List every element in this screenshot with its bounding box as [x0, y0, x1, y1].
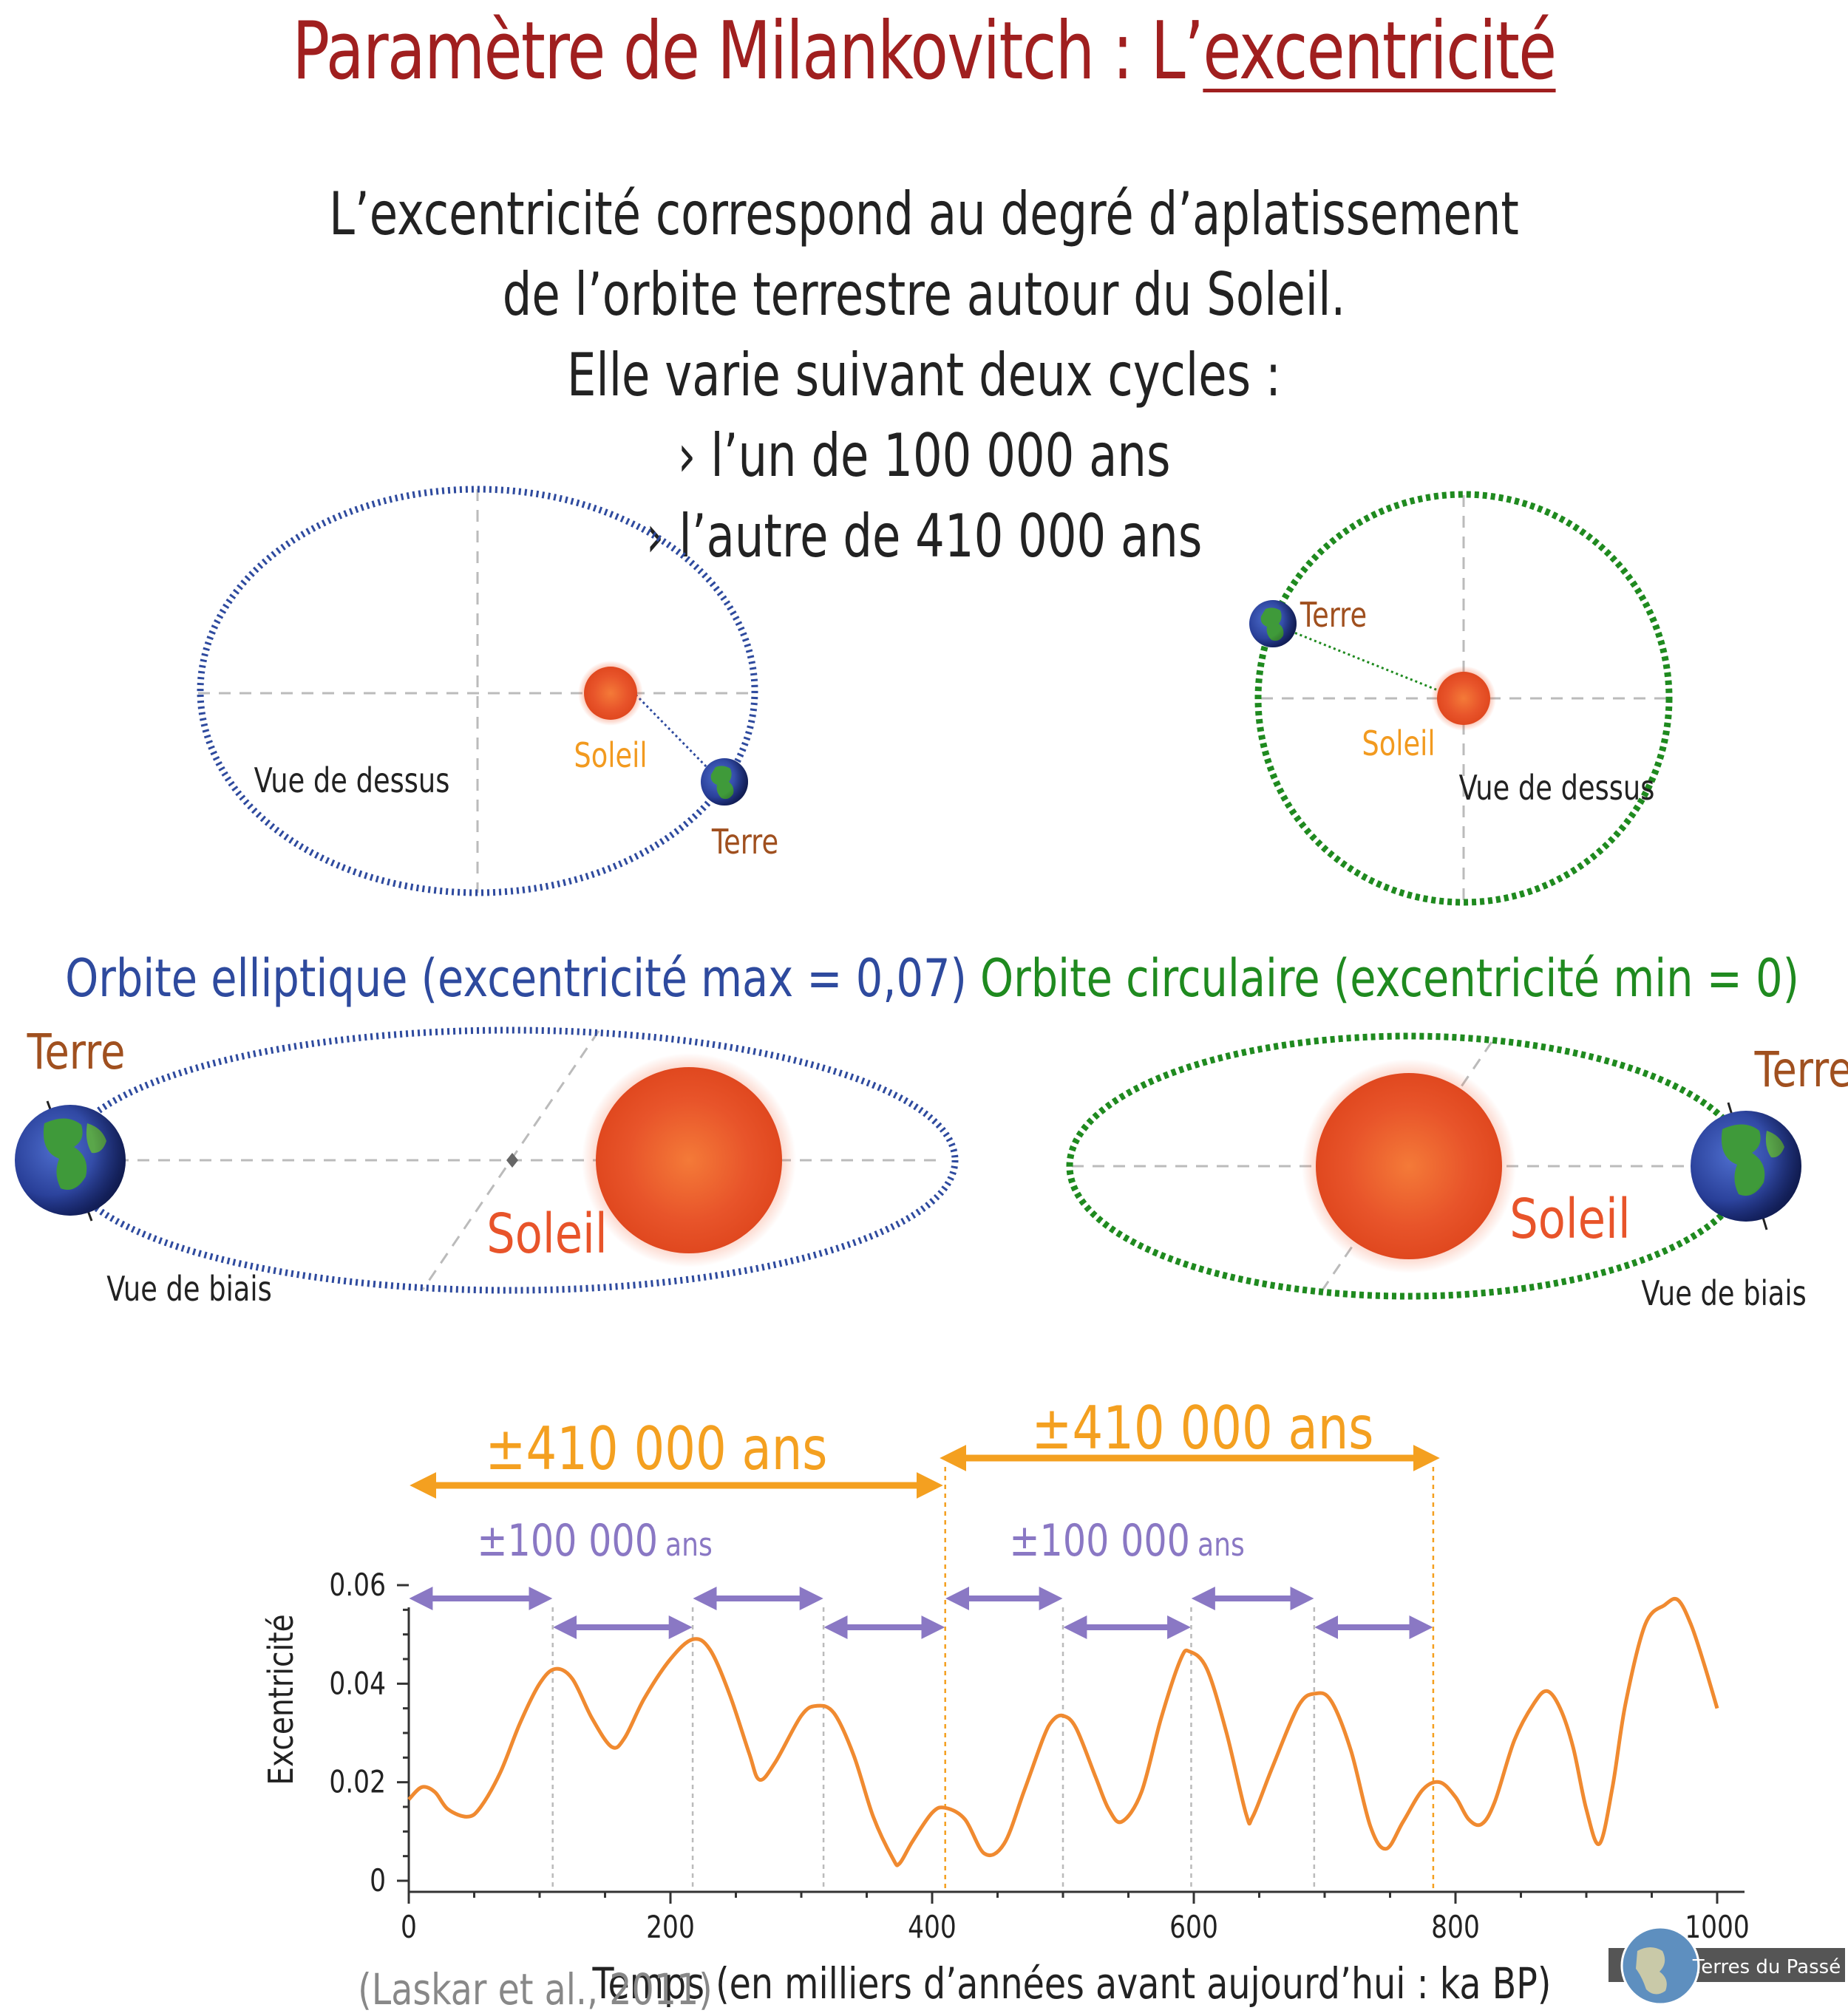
page-title: Paramètre de Milankovitch : L’excentrici… — [203, 0, 1645, 103]
elliptic-top-sun — [584, 667, 637, 720]
cycle-410k-markers: ±410 000 ans ±410 000 ans — [410, 1394, 1440, 1499]
circular-top-earth-label: Terre — [1300, 595, 1367, 635]
y-tick-label: 0.02 — [329, 1764, 386, 1800]
x-tick-label: 800 — [1431, 1910, 1480, 1946]
y-tick-label: 0.06 — [329, 1567, 386, 1604]
elliptic-top-view-label: Vue de dessus — [254, 760, 450, 800]
elliptic-side-earth-label: Terre — [27, 1024, 126, 1081]
title-underlined: excentricité — [1203, 5, 1557, 98]
x-tick-label: 1000 — [1685, 1910, 1750, 1946]
circular-side-view-label: Vue de biais — [1641, 1273, 1806, 1313]
y-axis-label: Excentricité — [262, 1614, 302, 1785]
intro-line-2: de l’orbite terrestre autour du Soleil. — [502, 260, 1346, 329]
elliptic-caption: Orbite elliptique (excentricité max = 0,… — [65, 950, 967, 1009]
cycle-100k-markers: ±100 000 ans ±100 000 ans — [477, 1514, 1244, 1566]
circular-sun-earth-line — [1275, 624, 1450, 696]
x-axis-tick-labels: 0 200 400 600 800 1000 — [401, 1910, 1750, 1946]
cycle-100k-unit-2: ans — [1198, 1527, 1245, 1564]
elliptic-side-view-label: Vue de biais — [106, 1269, 271, 1309]
circular-top-sun-label: Soleil — [1362, 723, 1435, 763]
elliptic-sun-earth-line — [634, 693, 711, 772]
cycle-100k-arrows — [409, 1587, 1433, 1639]
elliptic-side-sun-label: Soleil — [486, 1202, 608, 1265]
circular-side-view: Terre Soleil Vue de biais — [1066, 1032, 1848, 1313]
terres-du-passe-logo: Terres du Passé — [1608, 1926, 1845, 2006]
x-axis-ticks — [407, 1892, 1719, 1904]
elliptic-top-sun-label: Soleil — [574, 735, 647, 775]
intro-text: L’excentricité correspond au degré d’apl… — [203, 174, 1645, 576]
logo-land-icon — [1636, 1947, 1667, 1995]
x-tick-label: 400 — [908, 1910, 957, 1946]
circular-caption: Orbite circulaire (excentricité min = 0) — [980, 950, 1799, 1009]
intro-line-3: Elle varie suivant deux cycles : — [566, 341, 1282, 409]
title-prefix: Paramètre de Milankovitch : L’ — [292, 5, 1203, 98]
circular-side-sun-label: Soleil — [1509, 1187, 1631, 1250]
circular-side-sun — [1316, 1073, 1502, 1259]
eccentricity-series-line — [407, 1596, 1719, 1867]
circular-side-earth — [1691, 1102, 1801, 1230]
cycle-100k-unit-1: ans — [665, 1527, 713, 1564]
elliptic-side-view: Terre Soleil Vue de biais — [15, 1024, 959, 1309]
circular-top-view: Terre Soleil Vue de dessus — [1249, 491, 1673, 906]
cycle-410k-label-2: ±410 000 ans — [1032, 1394, 1374, 1463]
x-tick-label: 600 — [1169, 1910, 1218, 1946]
logo-text: Terres du Passé — [1692, 1956, 1841, 1978]
cycle-guide-lines — [551, 1467, 1435, 1892]
elliptic-side-focus — [506, 1153, 518, 1168]
eccentricity-chart: ±410 000 ans ±410 000 ans ±100 000 ans ±… — [262, 1394, 1750, 2015]
circular-top-view-label: Vue de dessus — [1459, 768, 1655, 808]
y-tick-label: 0 — [370, 1863, 386, 1899]
elliptic-top-earth-label: Terre — [711, 822, 778, 862]
circular-top-earth — [1249, 600, 1297, 647]
x-axis-label: Temps (en milliers d’années avant aujour… — [592, 1958, 1552, 2009]
x-tick-label: 200 — [646, 1910, 695, 1946]
cycle-410k-label-1: ±410 000 ans — [486, 1415, 828, 1484]
elliptic-side-earth — [15, 1100, 126, 1222]
source-citation: (Laskar et al., 2011) — [358, 1964, 713, 2015]
cycle-100k-label-1: ±100 000 — [477, 1514, 658, 1566]
elliptic-top-orbit — [197, 486, 758, 896]
elliptic-side-sun — [596, 1067, 782, 1253]
circular-top-sun — [1437, 672, 1490, 725]
intro-line-4: › l’un de 100 000 ans — [677, 421, 1171, 490]
elliptic-side-orbit — [61, 1026, 959, 1294]
y-tick-label: 0.04 — [329, 1666, 386, 1702]
intro-line-5: › l’autre de 410 000 ans — [645, 502, 1203, 571]
y-axis-ticks — [397, 1584, 409, 1882]
y-axis-tick-labels: 0 0.02 0.04 0.06 — [329, 1567, 386, 1899]
circular-top-orbit — [1254, 491, 1673, 906]
elliptic-top-earth — [701, 758, 748, 806]
x-tick-label: 0 — [401, 1910, 417, 1946]
elliptic-top-view: Soleil Terre Vue de dessus — [197, 486, 778, 896]
intro-line-1: L’excentricité correspond au degré d’apl… — [329, 180, 1519, 248]
circular-side-earth-label: Terre — [1754, 1042, 1848, 1099]
cycle-100k-label-2: ±100 000 — [1009, 1514, 1190, 1566]
